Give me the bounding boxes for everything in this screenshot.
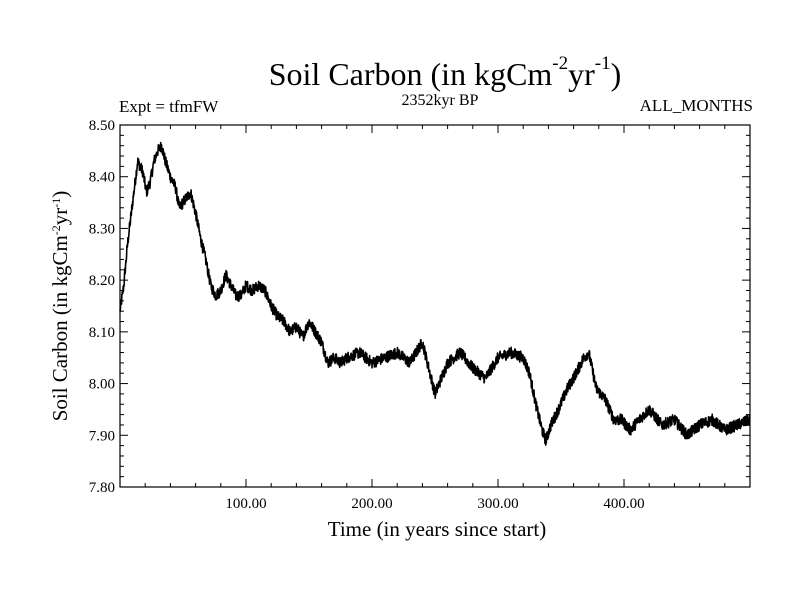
experiment-label: Expt = tfmFW bbox=[119, 97, 219, 116]
y-axis-title-main: Soil Carbon (in kgCm bbox=[48, 235, 72, 421]
y-tick-label: 8.20 bbox=[89, 273, 115, 289]
x-tick-label: 200.00 bbox=[351, 496, 392, 512]
y-axis-title: Soil Carbon (in kgCm-2yr-1) bbox=[48, 191, 72, 422]
chart-title: Soil Carbon (in kgCm-2yr-1) bbox=[0, 53, 800, 93]
y-tick-label: 8.30 bbox=[89, 221, 115, 237]
y-axis-title-exponent-2: -1 bbox=[49, 198, 63, 208]
chart-title-exponent-1: -2 bbox=[552, 53, 569, 74]
series-line bbox=[119, 141, 751, 446]
y-tick-label: 8.10 bbox=[89, 325, 115, 341]
y-axis-title-mid: yr bbox=[48, 208, 72, 226]
x-tick-label: 400.00 bbox=[603, 496, 644, 512]
plot-frame bbox=[119, 124, 751, 488]
y-tick-label: 8.00 bbox=[89, 377, 115, 393]
chart-title-main: Soil Carbon (in kgCm bbox=[268, 56, 553, 92]
season-label: ALL_MONTHS bbox=[639, 96, 753, 115]
y-axis-title-exponent-1: -2 bbox=[49, 225, 63, 235]
y-tick-label: 8.50 bbox=[89, 118, 115, 134]
y-axis: 7.80 7.90 8.00 8.10 8.20 8.30 8.40 8.50 bbox=[89, 118, 750, 496]
y-tick-label: 7.80 bbox=[89, 480, 115, 496]
y-tick-label: 8.40 bbox=[89, 170, 115, 186]
y-tick-label: 7.90 bbox=[89, 428, 115, 444]
x-axis: 100.00 200.00 300.00 400.00 bbox=[144, 125, 726, 512]
series-layer bbox=[119, 141, 751, 446]
x-tick-label: 300.00 bbox=[477, 496, 518, 512]
x-axis-title: Time (in years since start) bbox=[328, 517, 547, 541]
y-axis-title-end: ) bbox=[48, 191, 72, 198]
period-label: 2352kyr BP bbox=[401, 92, 479, 109]
chart-title-mid: yr bbox=[568, 56, 595, 92]
chart-title-exponent-2: -1 bbox=[594, 53, 611, 74]
chart-title-end: ) bbox=[610, 56, 622, 92]
x-tick-label: 100.00 bbox=[225, 496, 266, 512]
